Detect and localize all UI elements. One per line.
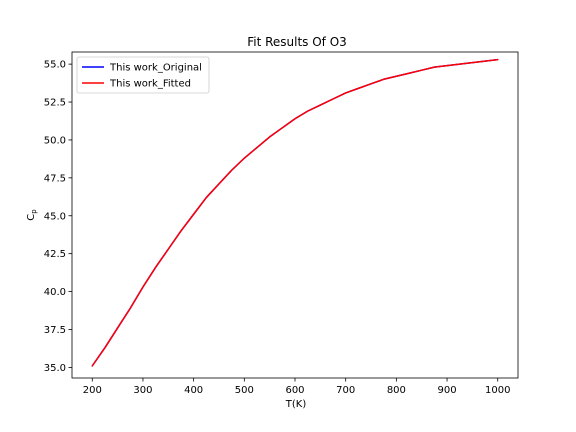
x-tick-label: 1000 (485, 385, 510, 396)
y-tick-label: 37.5 (44, 325, 66, 336)
legend-box (76, 56, 210, 94)
y-tick-label: 40.0 (44, 287, 66, 298)
y-axis: 35.0 37.5 40.0 42.5 45.0 47.5 50.0 52.5 55.0 (44, 60, 72, 374)
x-tick-label: 700 (336, 385, 355, 396)
x-tick-label: 300 (133, 385, 152, 396)
x-tick-label: 900 (437, 385, 456, 396)
x-axis-label: T(K) (285, 399, 307, 410)
chart-title: Fit Results Of O3 (247, 35, 347, 49)
plot-frame (71, 51, 519, 379)
x-tick-label: 200 (83, 385, 102, 396)
plot-area (71, 51, 519, 379)
x-tick-label: 500 (235, 385, 254, 396)
y-axis-label-main: C (26, 214, 37, 221)
legend: This work_Original This work_Fitted (76, 56, 210, 94)
x-axis: 200 300 400 500 600 700 800 900 1000 (83, 378, 510, 396)
y-axis-label-subscript: p (30, 209, 38, 214)
y-tick-label: 35.0 (44, 363, 66, 374)
x-tick-label: 400 (184, 385, 203, 396)
y-tick-label: 45.0 (44, 211, 66, 222)
x-tick-label: 600 (285, 385, 304, 396)
legend-label-2: This work_Fitted (109, 79, 191, 90)
y-axis-label: Cp (26, 209, 38, 221)
x-tick-label: 800 (387, 385, 406, 396)
y-tick-label: 52.5 (44, 98, 66, 109)
y-tick-label: 55.0 (44, 60, 66, 71)
y-tick-label: 50.0 (44, 135, 66, 146)
series-line-2 (91, 58, 499, 367)
series-layer (91, 58, 499, 367)
y-tick-label: 42.5 (44, 249, 66, 260)
y-tick-label: 47.5 (44, 173, 66, 184)
legend-label-1: This work_Original (109, 63, 202, 74)
